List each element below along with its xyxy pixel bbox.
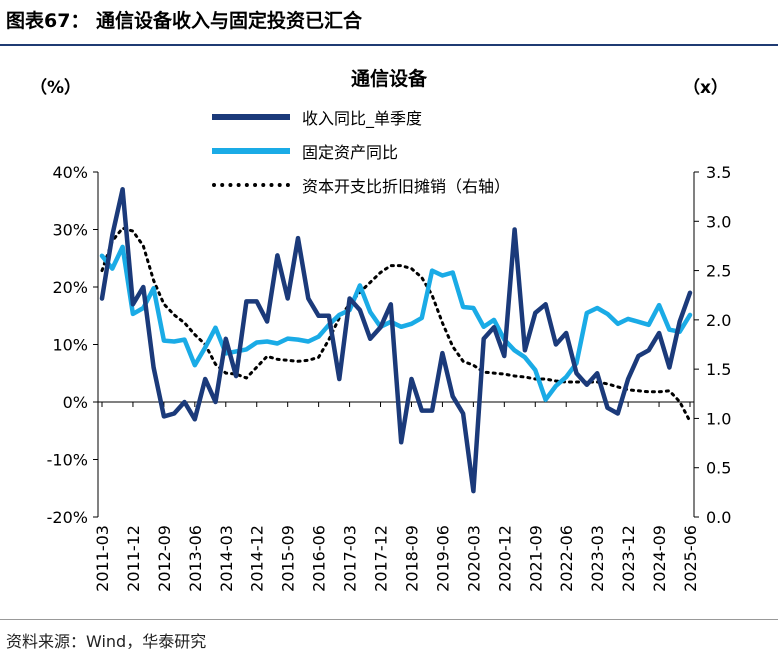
right-tick-label: 0.0	[706, 508, 731, 527]
right-tick-label: 3.5	[706, 163, 731, 182]
x-tick-label: 2024-09	[650, 525, 669, 592]
x-tick-label: 2019-06	[433, 525, 452, 592]
left-tick-label: 40%	[52, 163, 88, 182]
x-tick-label: 2014-12	[248, 525, 267, 592]
right-tick-label: 2.0	[706, 311, 731, 330]
x-tick-label: 2011-12	[124, 525, 143, 592]
legend-item-ratio: 资本开支比折旧摊销（右轴）	[212, 168, 510, 202]
x-tick-label: 2013-06	[186, 525, 205, 592]
legend-swatch-capex	[212, 148, 290, 154]
x-tick-label: 2018-09	[402, 525, 421, 592]
series-revenue-line	[99, 187, 693, 494]
left-tick-label: -20%	[47, 508, 88, 527]
x-tick-label: 2011-03	[93, 525, 112, 592]
x-tick-label: 2016-06	[310, 525, 329, 592]
x-tick-label: 2012-09	[155, 525, 174, 592]
right-tick-label: 1.0	[706, 409, 731, 428]
right-tick-label: 2.5	[706, 262, 731, 281]
x-tick-label: 2014-03	[217, 525, 236, 592]
source-note: 资料来源：Wind，华泰研究	[6, 632, 207, 651]
series-capex-line	[99, 244, 693, 402]
chart-plot: 40% 30% 20% 10% 0% -10% -20% 3.5 3.0 2.5 2.0 1.5 1.0…	[47, 163, 732, 592]
x-tick-label: 2017-12	[372, 525, 391, 592]
chart-title: 通信设备	[350, 68, 427, 90]
left-axis-unit: （%）	[30, 78, 82, 98]
left-tick-label: 20%	[52, 278, 88, 297]
legend: 收入同比_单季度 固定资产同比 资本开支比折旧摊销（右轴）	[212, 100, 510, 202]
x-tick-label: 2022-06	[557, 525, 576, 592]
right-tick-label: 1.5	[706, 360, 731, 379]
bottom-rule	[0, 619, 778, 620]
x-tick-label: 2025-06	[681, 525, 700, 592]
left-tick-label: -10%	[47, 451, 88, 470]
x-tick-label: 2015-09	[279, 525, 298, 592]
legend-label-ratio: 资本开支比折旧摊销（右轴）	[302, 177, 511, 196]
x-tick-label: 2020-12	[495, 525, 514, 592]
left-tick-label: 0%	[63, 393, 88, 412]
legend-swatch-ratio	[212, 183, 290, 187]
figure-title: 图表67： 通信设备收入与固定投资已汇合	[6, 10, 363, 32]
legend-label-revenue: 收入同比_单季度	[302, 109, 423, 128]
left-tick-label: 30%	[52, 221, 88, 240]
legend-item-capex: 固定资产同比	[212, 134, 510, 168]
left-tick-label: 10%	[52, 336, 88, 355]
right-tick-label: 0.5	[706, 459, 731, 478]
x-tick-label: 2017-03	[341, 525, 360, 592]
legend-label-capex: 固定资产同比	[302, 143, 399, 162]
legend-swatch-revenue	[212, 114, 290, 120]
right-tick-label: 3.0	[706, 212, 731, 231]
title-rule	[0, 44, 778, 46]
x-tick-label: 2023-03	[588, 525, 607, 592]
x-tick-label: 2023-12	[619, 525, 638, 592]
right-axis-unit: （x）	[683, 78, 728, 98]
legend-item-revenue: 收入同比_单季度	[212, 100, 510, 134]
x-tick-label: 2020-03	[464, 525, 483, 592]
x-tick-label: 2021-09	[526, 525, 545, 592]
